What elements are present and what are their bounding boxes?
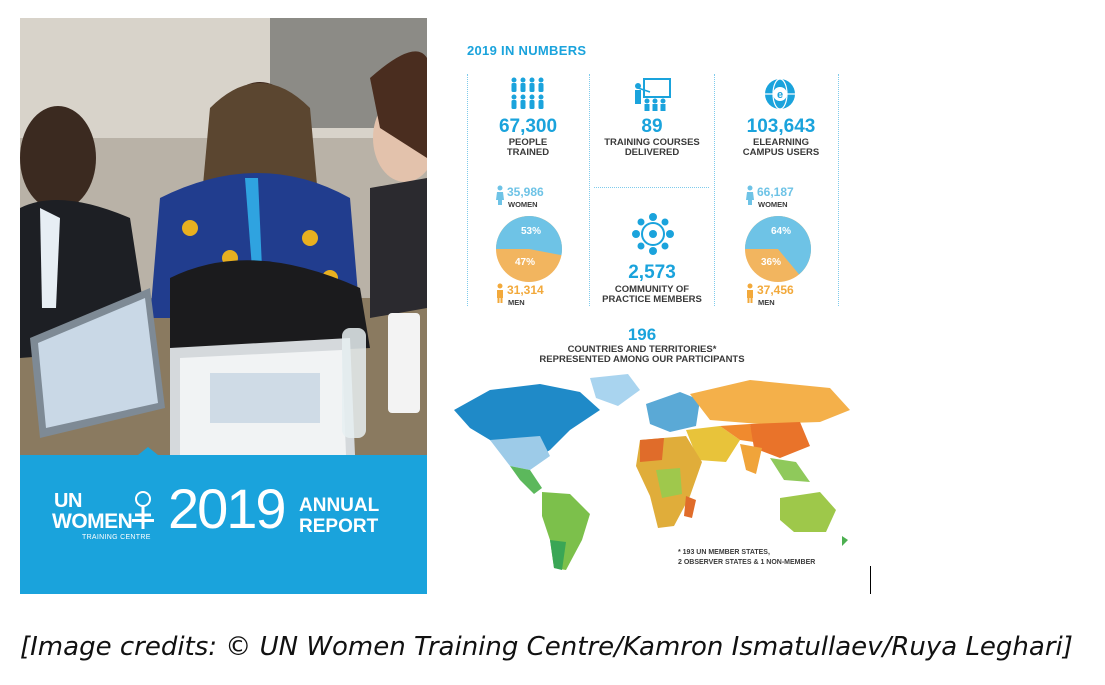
- elearning-users-label-2: CAMPUS USERS: [742, 147, 820, 158]
- man-figure-icon: [497, 283, 503, 303]
- annual-report-cover: UN WOMEN TRAINING CENTRE 2019 ANNUAL REP…: [20, 18, 427, 594]
- image-credits: [Image credits: © UN Women Training Cent…: [20, 632, 1073, 662]
- cover-title-band: UN WOMEN TRAINING CENTRE 2019 ANNUAL REP…: [20, 447, 427, 594]
- trained-women-value: 35,986: [507, 185, 544, 199]
- un-women-emblem-icon: [132, 491, 154, 529]
- elearning-globe-icon: e: [765, 78, 795, 110]
- row-divider: [594, 187, 709, 188]
- logo-training-centre: TRAINING CENTRE: [82, 534, 151, 541]
- campus-women-label: WOMEN: [758, 200, 788, 209]
- pie-slice-women: [496, 216, 562, 256]
- campus-gender-pie: [745, 216, 811, 282]
- map-region-greenland: [590, 374, 640, 406]
- map-region-new-zealand: [842, 536, 848, 546]
- map-region-madagascar: [684, 496, 696, 518]
- map-region-middle-east: [686, 426, 740, 462]
- trained-men-value: 31,314: [507, 283, 544, 297]
- campus-women-pct: 64%: [770, 226, 791, 237]
- map-region-argentina: [550, 540, 566, 570]
- map-footnote: * 193 UN MEMBER STATES, 2 OBSERVER STATE…: [678, 548, 848, 568]
- map-region-central-asia: [720, 424, 754, 442]
- countries-value: 196: [627, 325, 657, 344]
- map-region-south-america: [542, 492, 590, 570]
- classroom-icon: [635, 78, 671, 111]
- campus-men-pct: 36%: [760, 257, 781, 268]
- map-region-usa: [490, 436, 550, 470]
- elearning-users-label-1: ELEARNING: [753, 137, 809, 148]
- infographic-title: 2019 IN NUMBERS: [467, 43, 587, 58]
- trained-gender-pie: [496, 216, 562, 282]
- woman-figure-icon: [746, 185, 754, 205]
- cover-photo: [20, 18, 427, 455]
- people-trained-label-1: PEOPLE: [508, 137, 548, 148]
- pie-slice-women: [745, 216, 811, 275]
- countries-label-1: COUNTRIES AND TERRITORIES*: [567, 344, 717, 355]
- infographic-2019-in-numbers: 2019 IN NUMBERS 67,300 PEOPLE TRAINED 8: [446, 30, 866, 590]
- elearning-users-value: 103,643: [746, 116, 816, 137]
- map-region-mexico: [510, 466, 542, 494]
- community-network-icon: [632, 213, 674, 255]
- trained-men-label: MEN: [508, 298, 525, 307]
- column-divider: [589, 74, 590, 306]
- cover-title-annual: ANNUAL: [299, 495, 380, 516]
- map-region-europe: [646, 392, 700, 432]
- column-divider: [714, 74, 715, 306]
- community-label-2: PRACTICE MEMBERS: [602, 294, 702, 305]
- map-region-north-america: [454, 384, 600, 462]
- map-region-china: [750, 422, 810, 458]
- cover-year: 2019: [168, 477, 287, 540]
- map-region-southeast-asia: [770, 458, 810, 482]
- workshop-photo-illustration: [20, 18, 427, 455]
- people-group-icon: [511, 77, 544, 109]
- community-value: 2,573: [628, 262, 676, 283]
- map-region-india: [740, 444, 762, 474]
- logo-women-text: WOMEN: [52, 510, 133, 533]
- man-figure-icon: [747, 283, 753, 303]
- trained-men-pct: 47%: [514, 257, 535, 268]
- text-cursor: [870, 566, 871, 594]
- map-region-central-africa: [656, 468, 682, 498]
- footnote-line-2: 2 OBSERVER STATES & 1 NON-MEMBER: [678, 559, 816, 566]
- community-label-1: COMMUNITY OF: [614, 284, 690, 295]
- logo-un-text: UN: [54, 490, 82, 512]
- trained-women-pct: 53%: [520, 226, 541, 237]
- campus-men-label: MEN: [758, 298, 775, 307]
- training-courses-label-2: DELIVERED: [624, 147, 680, 158]
- people-trained-label-2: TRAINED: [506, 147, 550, 158]
- campus-women-value: 66,187: [757, 185, 794, 199]
- world-map-participants: [454, 374, 850, 570]
- training-courses-label-1: TRAINING COURSES: [604, 137, 700, 148]
- trained-women-label: WOMEN: [508, 200, 538, 209]
- column-divider: [838, 74, 839, 306]
- training-courses-value: 89: [641, 116, 663, 137]
- people-trained-value: 67,300: [498, 116, 558, 137]
- countries-label-2: REPRESENTED AMONG OUR PARTICIPANTS: [539, 354, 745, 365]
- column-divider: [467, 74, 468, 306]
- band-notch-decoration: [138, 447, 158, 455]
- footnote-line-1: * 193 UN MEMBER STATES,: [678, 549, 770, 556]
- map-region-russia: [690, 380, 850, 424]
- map-region-north-africa: [640, 438, 664, 462]
- woman-figure-icon: [496, 185, 504, 205]
- campus-men-value: 37,456: [757, 283, 794, 297]
- cover-title-report: REPORT: [299, 516, 379, 537]
- svg-text:e: e: [777, 89, 783, 101]
- map-region-australia: [780, 492, 836, 532]
